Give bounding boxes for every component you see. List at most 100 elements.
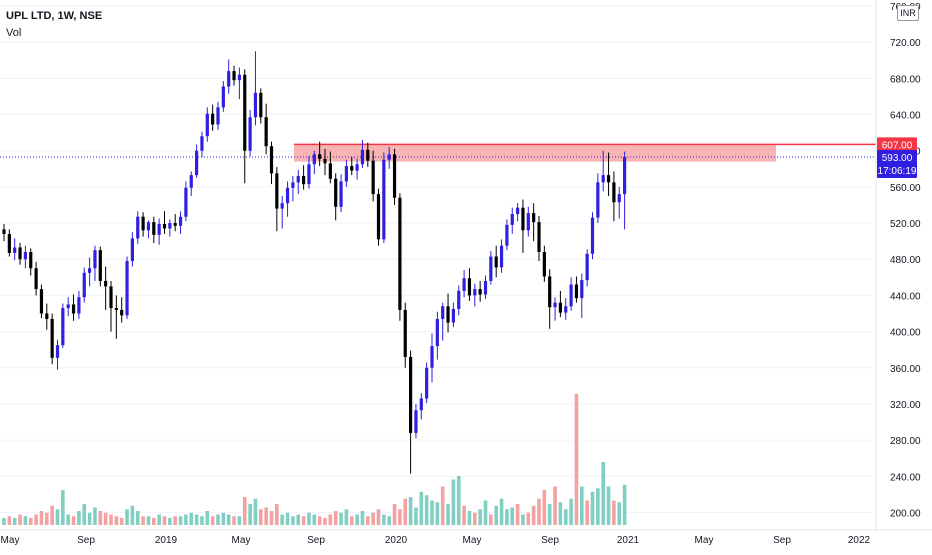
volume-bar [558,502,563,525]
volume-bar [596,488,600,525]
volume-bar [392,504,397,525]
volume-bar [226,514,231,525]
candle-body [425,367,429,399]
candle-body [221,86,225,108]
volume-bar [61,490,65,525]
volume-bar [2,518,6,525]
volume-bar [553,486,557,525]
volume-bar [521,514,525,525]
time-tick-label: 2020 [385,535,408,546]
candle-body [334,178,338,207]
candle-body [136,216,140,239]
volume-bar [216,514,220,525]
candle-body [521,207,525,231]
volume-bar [344,509,349,525]
time-tick-label: Sep [307,535,325,546]
candle-body [590,217,595,254]
volume-bar [574,393,579,525]
candle-body [211,113,215,125]
candle-body [537,222,541,253]
candle-body [302,176,306,185]
candle-body [29,252,33,269]
candle-body [296,176,300,183]
candle-body [371,160,375,195]
volume-bar [398,509,402,525]
candle-body [39,289,44,314]
volume-bar [98,511,103,525]
candle-body [184,187,188,217]
candle-body [409,356,413,433]
candle-body [104,280,108,287]
candle-body [275,173,279,209]
candle-body [109,286,113,309]
time-tick-label: 2019 [155,535,178,546]
volume-bar [419,491,424,525]
volume-bar [585,500,589,525]
candle-body [200,136,204,151]
candle-body [403,309,407,357]
volume-bar [435,502,440,525]
candle-body [82,272,86,298]
volume-bar [7,516,12,525]
candle-body [157,223,161,235]
candle-body [435,318,439,347]
candle-body [34,268,38,290]
candle-body [596,182,600,218]
volume-bar [569,498,573,525]
volume-bar [601,462,605,525]
volume-bar [312,514,317,525]
candle-body [392,154,397,198]
volume-bar [114,516,119,525]
volume-bar [66,514,70,525]
candle-body [344,166,348,182]
candle-body [612,182,616,203]
bar-countdown-label: 17:06:19 [878,166,917,177]
candle-body [574,284,579,299]
volume-bar [109,514,113,525]
candle-body [18,247,22,260]
volume-bar [162,516,167,525]
candle-body [414,410,418,433]
candle-body [114,308,118,310]
price-tick-label: 360.00 [890,364,921,375]
volume-bar [387,516,391,525]
currency-badge[interactable]: INR [897,5,919,21]
candle-body [387,154,391,160]
candle-body [269,146,274,174]
candle-body [569,284,573,307]
candle-body [248,117,252,151]
candle-body [548,276,552,308]
volume-bar [23,516,28,525]
candle-body [441,306,445,319]
volume-bar [499,498,504,525]
volume-bar [157,514,161,525]
candle-body [307,164,311,185]
volume-bar [440,486,445,525]
volume-bar [168,518,172,525]
volume-bar [178,516,183,525]
volume-bar [301,516,306,525]
candle-body [88,268,92,273]
candle-body [580,280,584,299]
candle-body [558,302,562,313]
volume-bar [462,505,466,525]
price-tick-label: 480.00 [890,255,921,266]
candle-body [451,308,455,323]
candle-body [457,290,461,309]
volume-bar [93,507,97,525]
volume-bar [82,504,87,525]
candle-body [467,278,472,296]
time-tick-label: May [463,535,482,546]
volume-bar [408,497,413,525]
resistance-price-tag [877,137,917,152]
volume-bar [317,516,322,525]
candle-body [168,223,172,229]
volume-bar [130,505,135,525]
candle-body [61,308,65,346]
volume-indicator-label: Vol [6,27,22,39]
candle-body [50,318,54,358]
volume-bar [446,504,450,525]
candle-body [499,245,504,268]
